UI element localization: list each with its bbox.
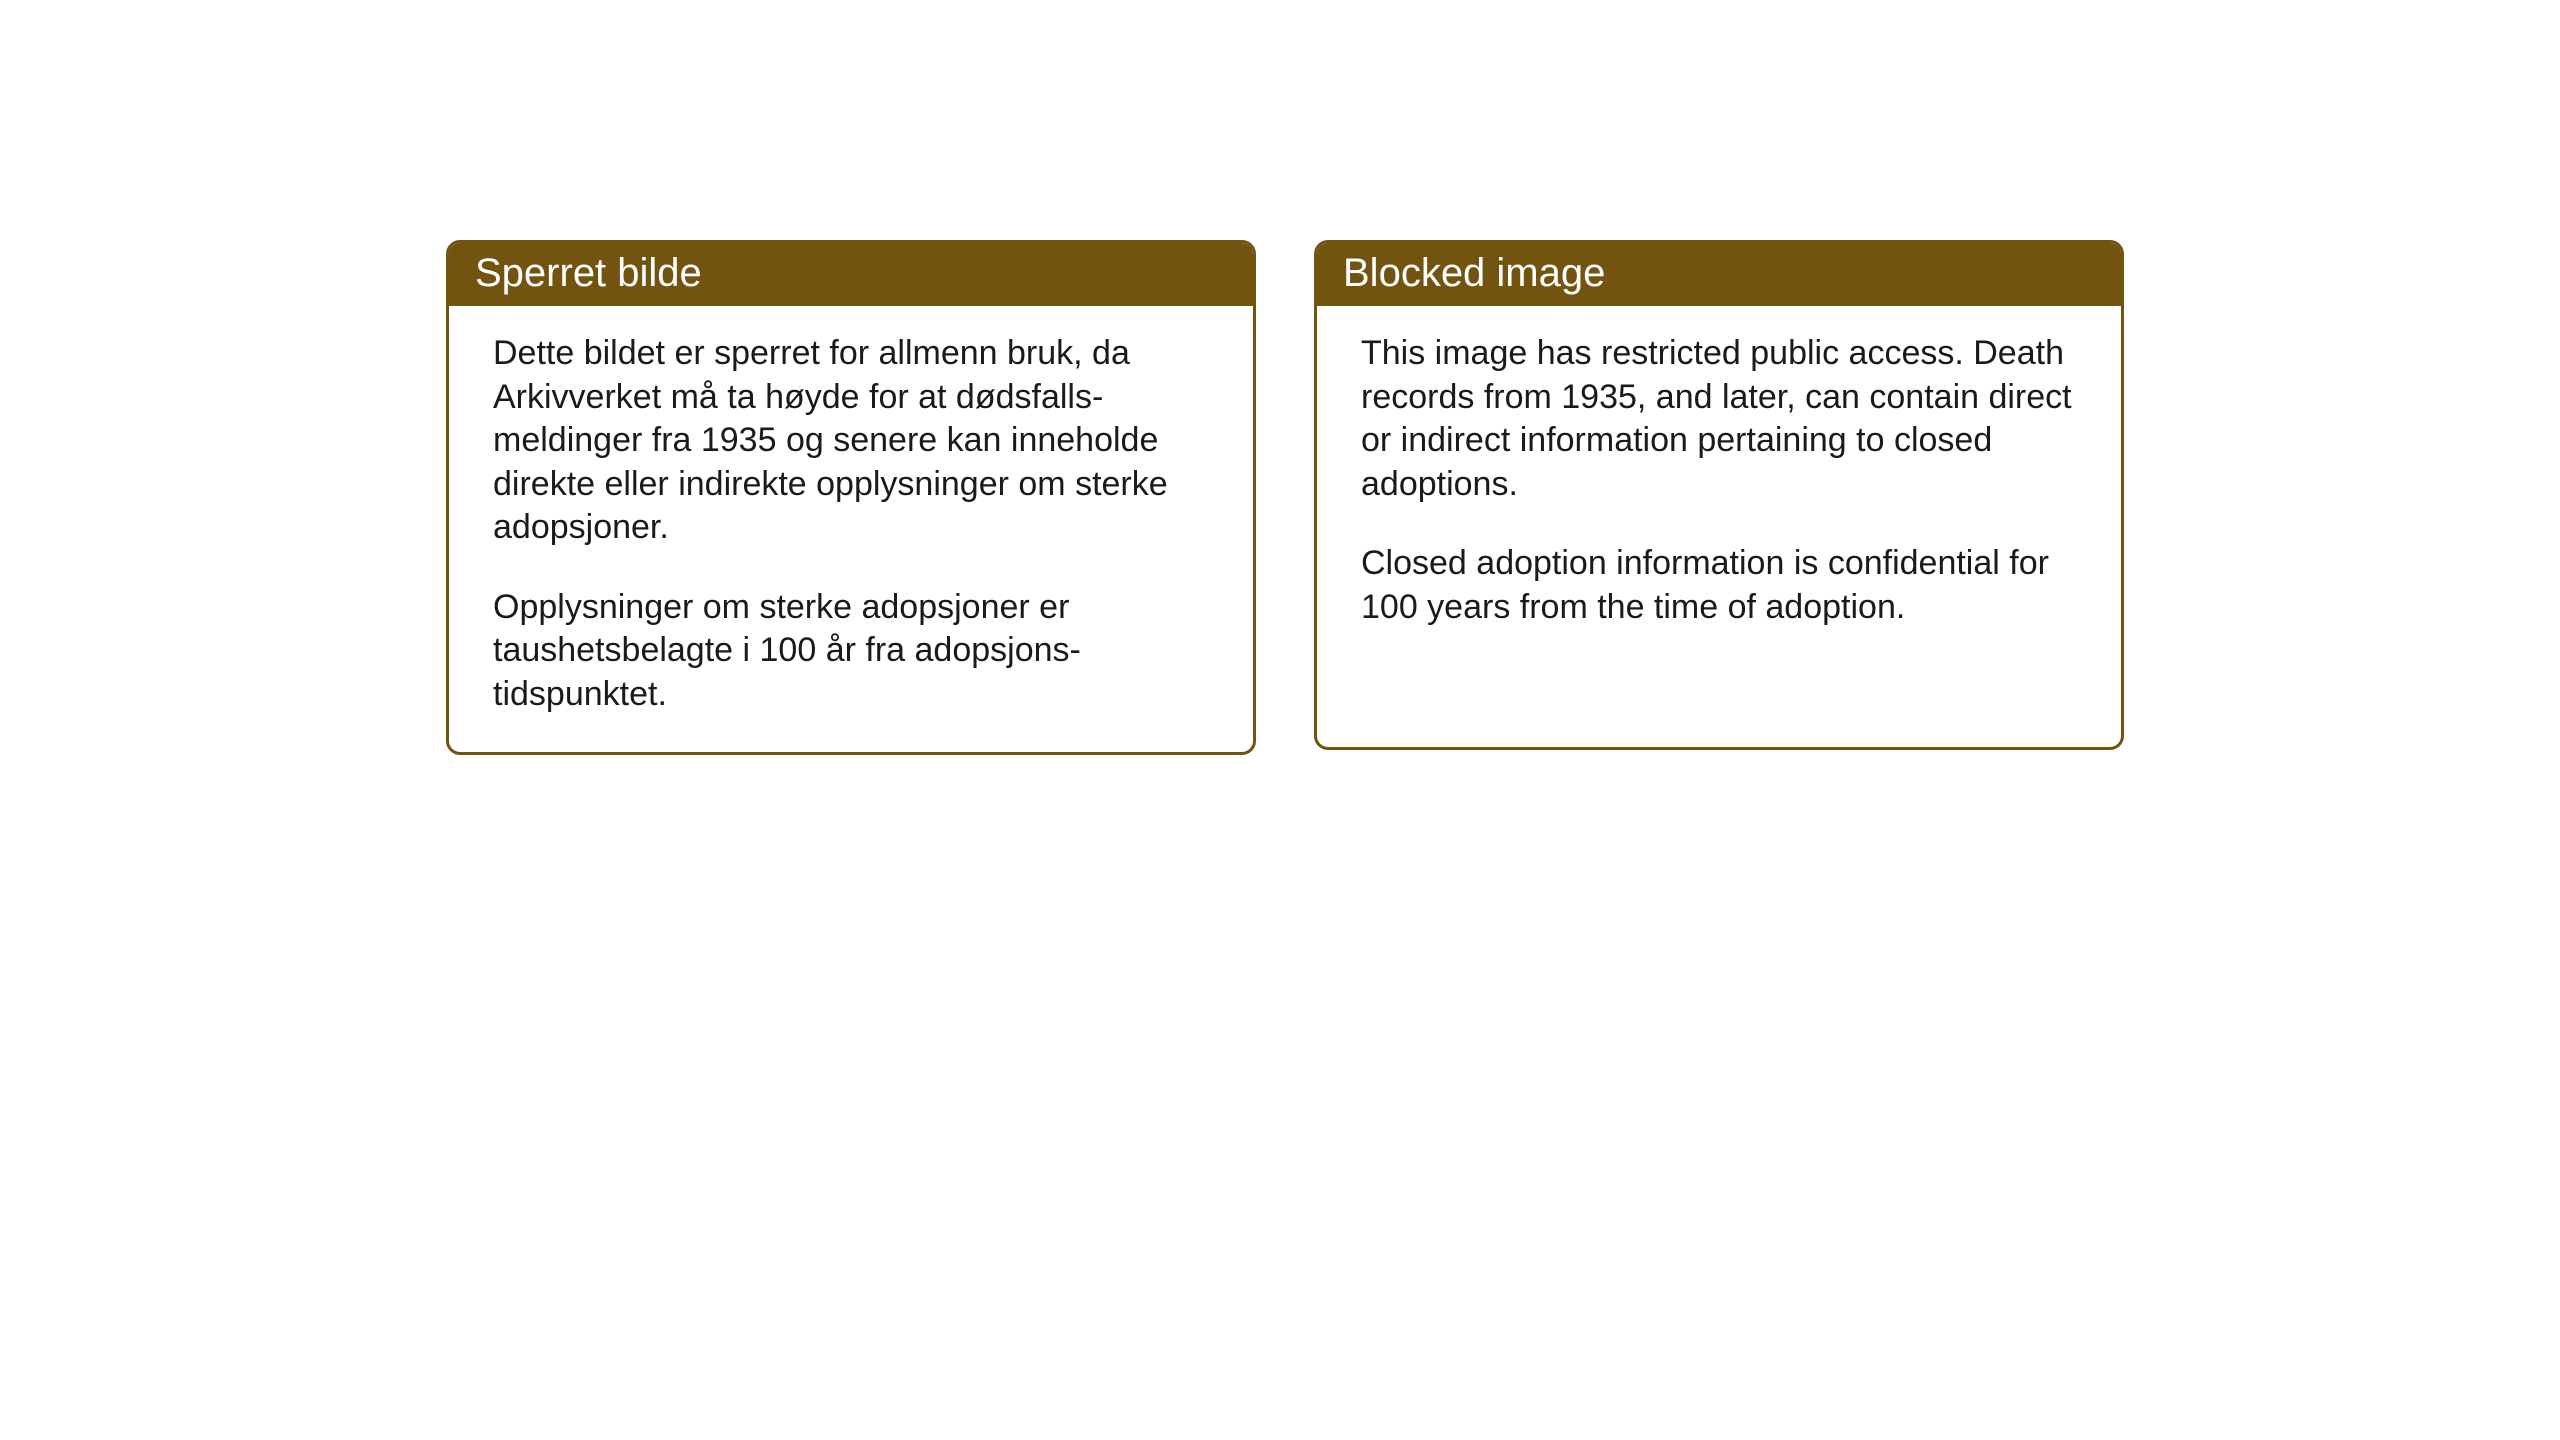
card-paragraph-2-english: Closed adoption information is confident… <box>1361 542 2077 629</box>
notice-card-norwegian: Sperret bilde Dette bildet er sperret fo… <box>446 240 1256 755</box>
notice-container: Sperret bilde Dette bildet er sperret fo… <box>446 240 2124 755</box>
card-paragraph-1-english: This image has restricted public access.… <box>1361 332 2077 506</box>
card-paragraph-2-norwegian: Opplysninger om sterke adopsjoner er tau… <box>493 586 1209 717</box>
card-paragraph-1-norwegian: Dette bildet er sperret for allmenn bruk… <box>493 332 1209 550</box>
card-body-norwegian: Dette bildet er sperret for allmenn bruk… <box>449 306 1253 752</box>
notice-card-english: Blocked image This image has restricted … <box>1314 240 2124 750</box>
card-header-norwegian: Sperret bilde <box>449 243 1253 306</box>
card-body-english: This image has restricted public access.… <box>1317 306 2121 665</box>
card-header-english: Blocked image <box>1317 243 2121 306</box>
